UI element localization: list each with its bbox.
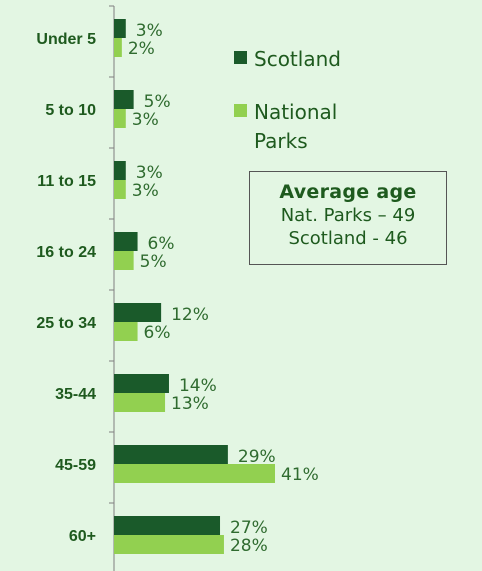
bar-national-parks: [114, 180, 126, 199]
data-label: 3%: [132, 110, 159, 130]
bar-national-parks: [114, 464, 275, 483]
average-age-title: Average age: [279, 181, 417, 203]
category-label: 16 to 24: [36, 244, 96, 261]
bar-scotland: [114, 445, 228, 464]
data-label: 3%: [136, 21, 163, 41]
bar-national-parks: [114, 38, 122, 57]
bar-scotland: [114, 303, 162, 322]
average-age-nat-parks: Nat. Parks – 49: [280, 205, 416, 226]
average-age-box: Average age Nat. Parks – 49 Scotland - 4…: [249, 171, 447, 265]
average-age-scotland: Scotland - 46: [288, 228, 408, 249]
bar-national-parks: [114, 322, 138, 341]
data-label: 3%: [136, 163, 163, 183]
category-label: 45-59: [55, 457, 96, 474]
data-label: 27%: [230, 518, 268, 538]
data-label: 5%: [140, 252, 167, 272]
category-label: 35-44: [55, 386, 96, 403]
legend-label: Parks: [254, 129, 308, 153]
data-label: 41%: [281, 465, 319, 485]
data-label: 12%: [171, 305, 209, 325]
data-label: 3%: [132, 181, 159, 201]
category-label: 11 to 15: [37, 173, 96, 190]
bar-scotland: [114, 19, 126, 38]
data-label: 5%: [144, 92, 171, 112]
category-label: 25 to 34: [36, 315, 96, 332]
category-label: 60+: [69, 528, 96, 545]
bar-scotland: [114, 90, 134, 109]
data-label: 29%: [238, 447, 276, 467]
data-label: 13%: [171, 394, 209, 414]
bar-scotland: [114, 374, 169, 393]
bar-scotland: [114, 516, 221, 535]
legend-label: Scotland: [254, 47, 341, 71]
bar-national-parks: [114, 535, 224, 554]
data-label: 28%: [230, 536, 268, 556]
bar-scotland: [114, 232, 138, 251]
data-label: 14%: [179, 376, 217, 396]
bar-national-parks: [114, 393, 166, 412]
legend-swatch: [234, 51, 247, 64]
legend-label: National: [254, 100, 337, 124]
data-label: 2%: [128, 39, 155, 59]
bar-scotland: [114, 161, 126, 180]
bar-national-parks: [114, 251, 134, 270]
category-label: 5 to 10: [45, 102, 96, 119]
legend-swatch: [234, 104, 247, 117]
data-label: 6%: [148, 234, 175, 254]
category-label: Under 5: [36, 31, 96, 48]
bar-national-parks: [114, 109, 126, 128]
data-label: 6%: [144, 323, 171, 343]
